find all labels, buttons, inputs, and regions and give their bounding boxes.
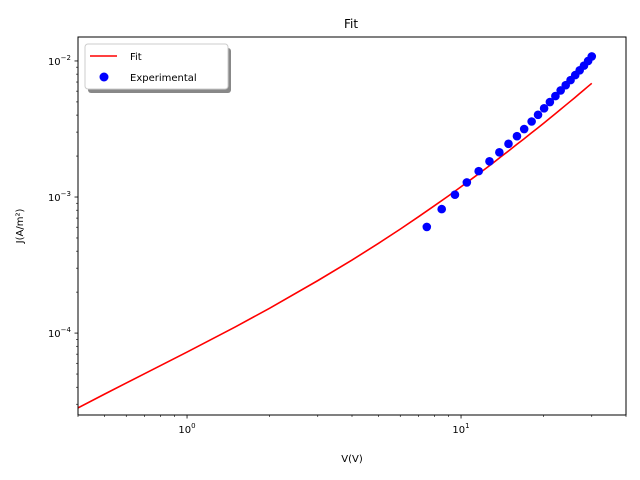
experimental-point — [474, 166, 484, 176]
experimental-point — [551, 91, 560, 101]
tick-label: 100 — [178, 422, 195, 436]
x-axis-label: V(V) — [341, 454, 363, 465]
experimental-point — [437, 204, 447, 214]
experimental-point — [519, 124, 529, 134]
experimental-point — [450, 190, 460, 199]
experimental-point — [533, 110, 543, 120]
legend-experimental-swatch — [99, 72, 109, 82]
legend-box — [84, 43, 229, 90]
experimental-point — [587, 52, 597, 61]
experimental-point — [512, 131, 522, 141]
experimental-point — [422, 222, 432, 232]
experimental-point — [527, 117, 536, 126]
experimental-point — [539, 103, 549, 113]
tick-label: 10−3 — [48, 190, 71, 204]
experimental-point — [545, 97, 555, 107]
tick-label: 10−4 — [48, 326, 72, 340]
plot-area — [78, 37, 626, 415]
experimental-point — [462, 178, 472, 187]
legend: Fit Experimental — [84, 43, 231, 93]
legend-fit-label: Fit — [130, 52, 142, 63]
chart-title: Fit — [344, 17, 358, 31]
legend-experimental-label: Experimental — [130, 73, 197, 84]
y-axis-label: J(A/m²) — [15, 209, 26, 245]
plot-marks — [78, 52, 597, 409]
tick-label: 10−2 — [48, 54, 71, 68]
experimental-point — [485, 157, 494, 166]
experimental-point — [504, 139, 513, 149]
plot-frame — [77, 36, 627, 416]
tick-label: 101 — [452, 422, 469, 436]
axis-ticks: 100 101 10−4 10−3 10−2 — [48, 54, 627, 436]
experimental-point — [495, 148, 504, 157]
fit-line — [78, 82, 593, 409]
